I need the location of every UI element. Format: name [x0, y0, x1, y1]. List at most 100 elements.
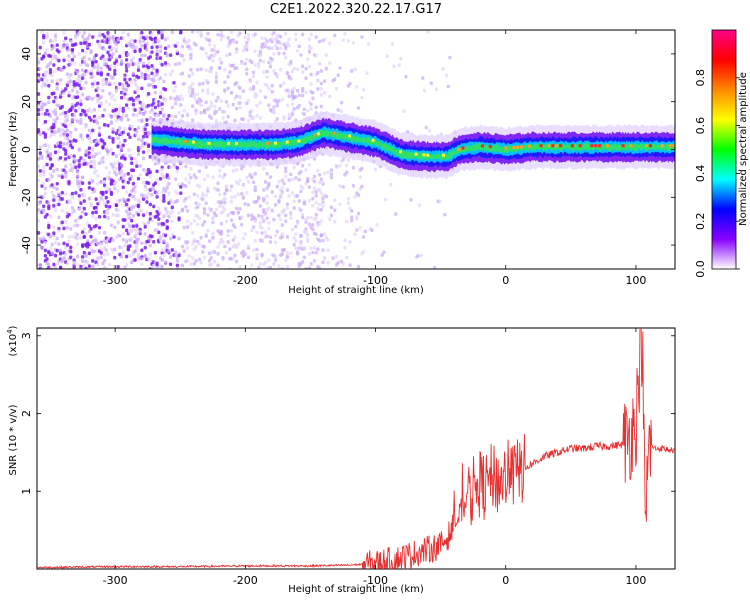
heatmap-cell — [116, 189, 120, 193]
heatmap-cell — [207, 38, 212, 43]
heatmap-cell — [223, 80, 227, 85]
heatmap-cell — [197, 257, 202, 262]
heatmap-cell — [158, 45, 163, 49]
heatmap-cell — [268, 265, 273, 269]
heatmap-cell — [172, 80, 176, 85]
heatmap-cell — [109, 55, 113, 60]
heatmap-cell — [392, 64, 396, 69]
y-tick-label: 2 — [20, 410, 33, 417]
heatmap-cell — [207, 239, 212, 243]
heatmap-cell — [131, 168, 135, 173]
heatmap-cell — [108, 36, 112, 41]
heatmap-cell — [346, 197, 350, 201]
heatmap-cell — [125, 228, 129, 233]
heatmap-cell — [89, 202, 93, 206]
heatmap-cell — [119, 95, 124, 100]
heatmap-cell — [260, 252, 264, 257]
heatmap-cell — [295, 250, 300, 254]
heatmap-cell — [194, 111, 198, 116]
heatmap-cell — [138, 200, 142, 204]
heatmap-cell — [50, 73, 54, 78]
heatmap-cell — [138, 60, 142, 65]
heatmap-cell — [191, 104, 195, 109]
heatmap-cell — [118, 140, 122, 144]
heatmap-cell — [219, 99, 224, 103]
heatmap-cell — [184, 164, 188, 169]
heatmap-cell — [125, 202, 129, 207]
heatmap-cell — [111, 238, 115, 242]
heatmap-cell — [77, 159, 81, 163]
heatmap-cell — [370, 228, 374, 232]
heatmap-cell — [235, 106, 239, 111]
heatmap-cell — [133, 189, 137, 194]
heatmap-cell — [103, 122, 107, 127]
heatmap-cell — [356, 106, 361, 110]
heatmap-cell — [52, 169, 56, 173]
heatmap-cell — [141, 105, 146, 110]
heatmap-cell — [74, 261, 78, 266]
heatmap-cell — [218, 174, 222, 178]
heatmap-cell — [180, 44, 185, 49]
heatmap-cell — [224, 250, 229, 255]
heatmap-cell — [169, 262, 173, 267]
heatmap-cell — [59, 78, 63, 82]
heatmap-cell — [84, 254, 88, 259]
heatmap-cell — [108, 40, 112, 45]
ridge-hotspot — [348, 134, 352, 138]
heatmap-cell — [433, 265, 437, 269]
heatmap-cell — [37, 57, 41, 62]
heatmap-cell — [255, 93, 259, 97]
heatmap-cell — [103, 47, 107, 52]
heatmap-cell — [361, 88, 366, 92]
heatmap-cell — [231, 169, 235, 173]
heatmap-cell — [206, 80, 210, 85]
heatmap-cell — [273, 194, 278, 199]
heatmap-cell — [228, 70, 232, 75]
heatmap-cell — [64, 148, 68, 153]
heatmap-cell — [218, 57, 222, 62]
heatmap-cell — [263, 212, 268, 216]
heatmap-cell — [250, 263, 254, 268]
heatmap-cell — [99, 66, 103, 71]
heatmap-cell — [145, 195, 149, 200]
heatmap-cell — [187, 44, 191, 49]
heatmap-cell — [162, 253, 166, 258]
colorbar-label: Normalized spectral amplitude — [738, 72, 749, 226]
heatmap-cell — [64, 174, 68, 179]
y-tick-label: 0 — [20, 146, 33, 153]
heatmap-cell — [263, 260, 268, 265]
heatmap-cell — [170, 114, 174, 119]
heatmap-cell — [311, 250, 315, 255]
heatmap-cell — [126, 83, 130, 88]
heatmap-cell — [145, 35, 149, 40]
heatmap-cell — [216, 32, 220, 37]
heatmap-cell — [81, 230, 85, 234]
heatmap-cell — [324, 194, 328, 199]
heatmap-cell — [77, 31, 81, 35]
heatmap-cell — [307, 222, 312, 227]
heatmap-cell — [84, 123, 88, 127]
heatmap-cell — [62, 91, 66, 96]
heatmap-cell — [37, 108, 41, 112]
heatmap-cell — [89, 69, 93, 73]
heatmap-cell — [253, 63, 257, 67]
heatmap-cell — [82, 31, 86, 35]
heatmap-cell — [131, 194, 135, 199]
heatmap-cell — [38, 169, 42, 173]
heatmap-cell — [111, 140, 115, 144]
heatmap-cell — [81, 259, 85, 263]
heatmap-cell — [233, 225, 237, 230]
heatmap-cell — [297, 103, 301, 108]
heatmap-cell — [52, 99, 56, 104]
heatmap-cell — [199, 99, 203, 103]
heatmap-cell — [48, 247, 53, 251]
heatmap-cell — [251, 84, 256, 89]
heatmap-cell — [158, 49, 163, 54]
heatmap-cell — [360, 95, 364, 100]
heatmap-cell — [75, 95, 80, 99]
x-tick-label: 0 — [502, 274, 509, 287]
ridge-hotspot — [426, 153, 430, 157]
heatmap-cell — [57, 242, 61, 246]
heatmap-cell — [187, 172, 191, 177]
heatmap-cell — [69, 153, 73, 158]
